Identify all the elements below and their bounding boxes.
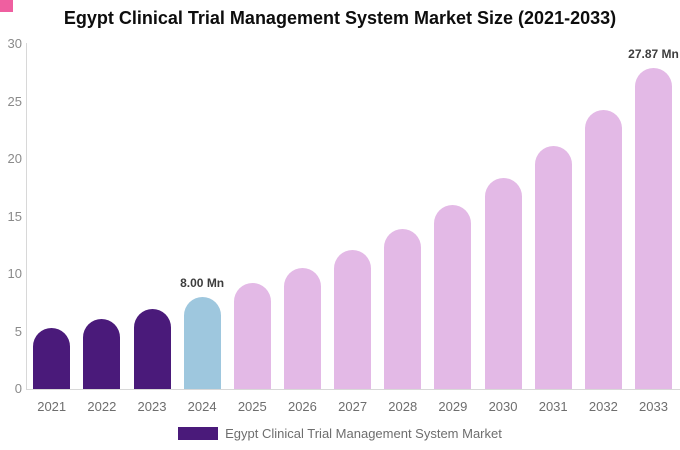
x-label-2022: 2022 xyxy=(87,399,117,414)
x-label-2025: 2025 xyxy=(237,399,267,414)
y-tick-20: 20 xyxy=(7,151,22,166)
legend-swatch xyxy=(178,427,219,440)
bar-2033 xyxy=(635,68,672,389)
value-label-2033: 27.87 Mn xyxy=(628,47,679,62)
x-label-2032: 2032 xyxy=(588,399,618,414)
y-tick-30: 30 xyxy=(7,36,22,51)
x-label-2021: 2021 xyxy=(37,399,67,414)
x-axis-line xyxy=(26,389,680,390)
y-tick-5: 5 xyxy=(14,323,22,339)
legend: Egypt Clinical Trial Management System M… xyxy=(0,426,680,441)
x-label-2023: 2023 xyxy=(137,399,167,414)
x-label-2026: 2026 xyxy=(287,399,317,414)
bar-2030 xyxy=(484,177,522,389)
x-label-2024: 2024 xyxy=(187,399,217,414)
bar-2029 xyxy=(434,205,472,389)
x-label-2030: 2030 xyxy=(488,399,518,414)
y-tick-15: 15 xyxy=(7,208,22,224)
y-tick-10: 10 xyxy=(7,266,22,281)
bar-2028 xyxy=(384,228,422,389)
x-label-2031: 2031 xyxy=(538,399,568,414)
value-label-2024: 8.00 Mn xyxy=(180,276,225,290)
y-tick-0: 0 xyxy=(14,381,22,396)
bar-2024 xyxy=(183,297,221,389)
bar-2021 xyxy=(33,328,71,389)
bar-2023 xyxy=(133,308,171,389)
chart-title: Egypt Clinical Trial Management System M… xyxy=(63,8,617,28)
bar-2025 xyxy=(233,283,271,389)
x-label-2028: 2028 xyxy=(388,399,418,414)
corner-mark xyxy=(0,0,13,12)
bar-2027 xyxy=(334,249,372,389)
y-axis-line xyxy=(26,43,27,389)
bar-2026 xyxy=(283,267,321,389)
x-label-2033: 2033 xyxy=(639,399,668,414)
y-tick-25: 25 xyxy=(7,93,22,109)
x-label-2029: 2029 xyxy=(438,399,468,414)
bar-2032 xyxy=(584,110,622,389)
bar-2022 xyxy=(83,319,121,389)
legend-label: Egypt Clinical Trial Management System M… xyxy=(225,426,502,441)
x-label-2027: 2027 xyxy=(338,399,368,414)
bar-2031 xyxy=(534,146,572,389)
